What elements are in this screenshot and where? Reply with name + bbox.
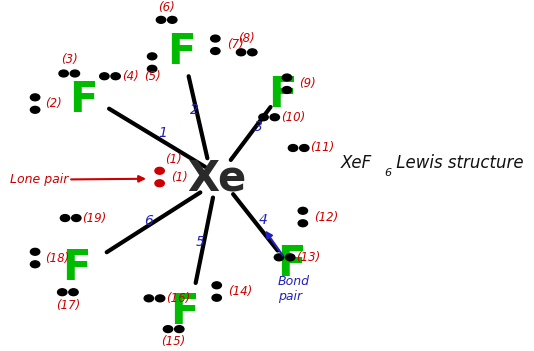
Circle shape bbox=[248, 49, 257, 56]
Circle shape bbox=[100, 73, 109, 80]
Circle shape bbox=[210, 35, 220, 42]
Text: (6): (6) bbox=[158, 1, 175, 14]
Circle shape bbox=[210, 48, 220, 54]
Circle shape bbox=[156, 16, 166, 23]
Circle shape bbox=[259, 114, 268, 121]
Circle shape bbox=[72, 214, 81, 221]
Text: (8): (8) bbox=[238, 32, 255, 45]
Text: 1: 1 bbox=[159, 126, 167, 140]
Circle shape bbox=[59, 70, 68, 77]
Text: Bond
pair: Bond pair bbox=[278, 275, 310, 303]
Circle shape bbox=[212, 282, 222, 289]
Text: (4): (4) bbox=[122, 70, 138, 83]
Text: (1): (1) bbox=[171, 171, 188, 184]
Text: 2: 2 bbox=[190, 104, 199, 117]
Circle shape bbox=[30, 106, 40, 113]
Text: (11): (11) bbox=[310, 141, 335, 154]
Text: 6: 6 bbox=[144, 214, 153, 229]
Text: (15): (15) bbox=[161, 335, 186, 347]
Circle shape bbox=[147, 53, 157, 60]
Circle shape bbox=[163, 326, 172, 332]
Text: Lone pair: Lone pair bbox=[10, 173, 68, 186]
Circle shape bbox=[155, 167, 164, 174]
Text: 3: 3 bbox=[254, 120, 263, 134]
Text: 6: 6 bbox=[384, 168, 391, 178]
Text: 5: 5 bbox=[195, 235, 205, 249]
Circle shape bbox=[282, 87, 292, 93]
Circle shape bbox=[286, 254, 295, 261]
Text: F: F bbox=[167, 31, 196, 73]
Circle shape bbox=[58, 289, 67, 296]
Circle shape bbox=[30, 249, 40, 255]
Circle shape bbox=[274, 254, 284, 261]
Text: 4: 4 bbox=[259, 213, 268, 227]
Text: (14): (14) bbox=[229, 285, 253, 298]
Circle shape bbox=[298, 220, 308, 227]
Text: (18): (18) bbox=[45, 252, 69, 265]
Circle shape bbox=[288, 145, 298, 151]
Text: (17): (17) bbox=[56, 299, 80, 312]
Circle shape bbox=[175, 326, 184, 332]
Text: F: F bbox=[62, 247, 91, 289]
Circle shape bbox=[237, 49, 246, 56]
Text: (10): (10) bbox=[281, 111, 305, 124]
Circle shape bbox=[70, 70, 80, 77]
Text: F: F bbox=[69, 79, 98, 121]
Circle shape bbox=[155, 295, 165, 302]
Text: (1): (1) bbox=[165, 153, 182, 166]
Text: (9): (9) bbox=[299, 77, 316, 90]
Circle shape bbox=[30, 94, 40, 101]
Text: XeF: XeF bbox=[341, 154, 372, 172]
Text: F: F bbox=[170, 291, 198, 333]
Text: (3): (3) bbox=[61, 53, 77, 66]
Text: Xe: Xe bbox=[187, 158, 246, 200]
Circle shape bbox=[30, 261, 40, 268]
Text: (16): (16) bbox=[166, 292, 191, 305]
Circle shape bbox=[155, 180, 164, 187]
Text: (12): (12) bbox=[315, 211, 339, 224]
Circle shape bbox=[168, 16, 177, 23]
Text: (7): (7) bbox=[227, 38, 244, 51]
Circle shape bbox=[60, 214, 70, 221]
Text: (2): (2) bbox=[45, 97, 62, 110]
Circle shape bbox=[111, 73, 120, 80]
Circle shape bbox=[282, 74, 292, 81]
Circle shape bbox=[147, 65, 157, 72]
Circle shape bbox=[69, 289, 78, 296]
Text: Lewis structure: Lewis structure bbox=[391, 154, 523, 172]
Text: (5): (5) bbox=[144, 70, 161, 83]
Circle shape bbox=[212, 294, 222, 301]
Text: (13): (13) bbox=[296, 251, 320, 264]
Text: F: F bbox=[268, 74, 296, 116]
Text: F: F bbox=[277, 243, 306, 285]
Circle shape bbox=[270, 114, 279, 121]
Text: (19): (19) bbox=[82, 212, 107, 225]
Circle shape bbox=[144, 295, 154, 302]
Circle shape bbox=[298, 207, 308, 214]
Circle shape bbox=[300, 145, 309, 151]
